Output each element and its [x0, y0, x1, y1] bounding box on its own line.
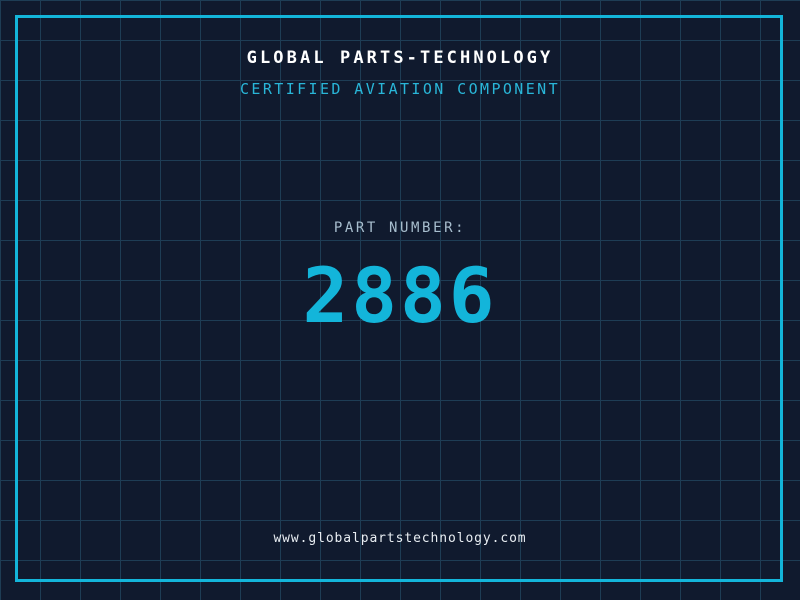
certification-subtitle: CERTIFIED AVIATION COMPONENT	[239, 80, 561, 98]
website-url: www.globalpartstechnology.com	[273, 531, 527, 546]
company-title: GLOBAL PARTS-TECHNOLOGY	[246, 48, 554, 68]
part-number-label: PART NUMBER:	[333, 220, 467, 236]
part-number-value: 2886	[302, 251, 498, 340]
